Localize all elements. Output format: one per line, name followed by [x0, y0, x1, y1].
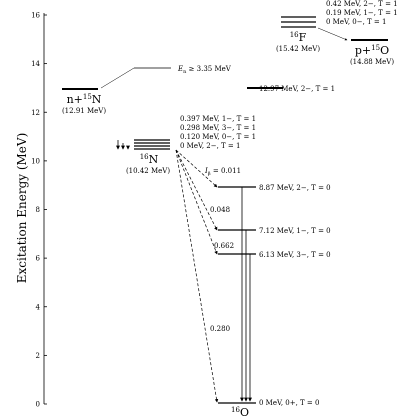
y-tick-label: 8 — [36, 206, 40, 214]
o16-nucleus-label: 16O — [231, 406, 249, 419]
neutron-energy-label: En ≥ 3.35 MeV — [177, 65, 232, 75]
f16-to-p15-connector — [317, 27, 348, 41]
o16-level-label-12.97: 12.97 MeV, 2−, T = 1 — [259, 85, 335, 93]
f16-level-label-0.42: 0.42 MeV, 2−, T = 1 — [326, 0, 398, 8]
beta-intensity-7.12: 0.048 — [210, 206, 230, 214]
f16-level-label-0.19: 0.19 MeV, 1−, T = 1 — [326, 9, 398, 17]
beta-branch-0 — [175, 149, 219, 403]
y-tick-label: 10 — [31, 157, 40, 165]
beta-branch-8.87 — [175, 149, 218, 188]
f16-ground-energy: (15.42 MeV) — [276, 45, 320, 53]
n16-ground-energy: (10.42 MeV) — [126, 167, 170, 175]
o16-level-label-7.12: 7.12 MeV, 1−, T = 0 — [259, 227, 331, 235]
y-tick-label: 6 — [36, 255, 41, 263]
y-axis-ticks: 0 2 4 6 8 10 12 14 16 — [31, 12, 47, 409]
beta-decay-branches — [175, 149, 219, 403]
y-tick-label: 0 — [36, 401, 40, 409]
y-tick-label: 12 — [31, 109, 40, 117]
n16-level-label-0.120: 0.120 MeV, 0−, T = 1 — [180, 133, 256, 141]
n16-level-label-0.397: 0.397 MeV, 1−, T = 1 — [180, 115, 256, 123]
p15-threshold-label: p+15O — [355, 44, 389, 57]
p15-threshold-energy: (14.88 MeV) — [350, 58, 394, 66]
y-tick-label: 14 — [31, 60, 40, 68]
beta-branch-7.12 — [175, 149, 218, 231]
n15-threshold-label: n+15N — [67, 93, 102, 106]
y-tick-label: 4 — [36, 303, 41, 311]
o16-level-label-8.87: 8.87 MeV, 2−, T = 0 — [259, 184, 331, 192]
y-tick-label: 2 — [36, 352, 40, 360]
f16-level-label-0: 0 MeV, 0−, T = 1 — [326, 18, 386, 26]
o16-level-label-0: 0 MeV, 0+, T = 0 — [259, 399, 319, 407]
beta-decay-header: Iβ = 0.011 — [204, 167, 241, 177]
neutron-energy-connector — [100, 67, 135, 89]
beta-branch-6.13 — [175, 149, 218, 255]
n16-internal-decay-arrows — [116, 140, 130, 150]
beta-intensity-6.13: 0.662 — [214, 242, 234, 250]
n16-level-label-0.298: 0.298 MeV, 3−, T = 1 — [180, 124, 256, 132]
n15-threshold-energy: (12.91 MeV) — [62, 107, 106, 115]
y-axis-label: Excitation Energy (MeV) — [15, 133, 29, 284]
o16-level-label-6.13: 6.13 MeV, 3−, T = 0 — [259, 251, 331, 259]
n16-nucleus-label: 16N — [140, 153, 159, 166]
y-tick-label: 16 — [31, 12, 40, 20]
f16-nucleus-label: 16F — [290, 31, 307, 44]
n16-level-label-0: 0 MeV, 2−, T = 1 — [180, 142, 240, 150]
o16-gamma-transitions — [240, 187, 252, 402]
beta-intensity-0: 0.280 — [210, 325, 230, 333]
